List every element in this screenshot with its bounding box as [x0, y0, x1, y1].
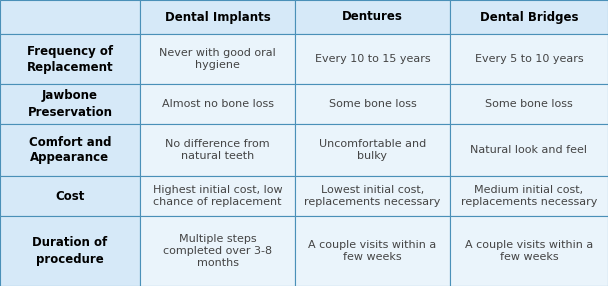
- Bar: [295, 0, 450, 34]
- Bar: [140, 216, 295, 286]
- Text: Never with good oral
hygiene: Never with good oral hygiene: [159, 48, 276, 70]
- Bar: [450, 0, 608, 34]
- Text: Natural look and feel: Natural look and feel: [471, 145, 587, 155]
- Text: Dental Implants: Dental Implants: [165, 11, 271, 23]
- Bar: [295, 34, 450, 84]
- Text: Some bone loss: Some bone loss: [485, 99, 573, 109]
- Bar: [0, 124, 140, 176]
- Bar: [0, 34, 140, 84]
- Text: Dentures: Dentures: [342, 11, 403, 23]
- Bar: [450, 176, 608, 216]
- Text: A couple visits within a
few weeks: A couple visits within a few weeks: [308, 240, 437, 262]
- Bar: [450, 124, 608, 176]
- Text: Almost no bone loss: Almost no bone loss: [162, 99, 274, 109]
- Bar: [450, 34, 608, 84]
- Text: Jawbone
Preservation: Jawbone Preservation: [27, 90, 112, 118]
- Text: Multiple steps
completed over 3-8
months: Multiple steps completed over 3-8 months: [163, 234, 272, 268]
- Text: Some bone loss: Some bone loss: [329, 99, 416, 109]
- Text: Comfort and
Appearance: Comfort and Appearance: [29, 136, 111, 164]
- Bar: [0, 216, 140, 286]
- Bar: [140, 0, 295, 34]
- Bar: [140, 124, 295, 176]
- Text: Cost: Cost: [55, 190, 85, 202]
- Bar: [295, 176, 450, 216]
- Bar: [0, 0, 140, 34]
- Bar: [140, 34, 295, 84]
- Bar: [295, 216, 450, 286]
- Bar: [0, 84, 140, 124]
- Text: Duration of
procedure: Duration of procedure: [32, 237, 108, 265]
- Text: Frequency of
Replacement: Frequency of Replacement: [27, 45, 113, 74]
- Text: Uncomfortable and
bulky: Uncomfortable and bulky: [319, 139, 426, 161]
- Bar: [450, 216, 608, 286]
- Text: Every 10 to 15 years: Every 10 to 15 years: [315, 54, 430, 64]
- Bar: [140, 176, 295, 216]
- Bar: [450, 84, 608, 124]
- Text: Lowest initial cost,
replacements necessary: Lowest initial cost, replacements necess…: [305, 185, 441, 207]
- Text: Highest initial cost, low
chance of replacement: Highest initial cost, low chance of repl…: [153, 185, 282, 207]
- Bar: [140, 84, 295, 124]
- Text: No difference from
natural teeth: No difference from natural teeth: [165, 139, 270, 161]
- Bar: [295, 124, 450, 176]
- Text: Medium initial cost,
replacements necessary: Medium initial cost, replacements necess…: [461, 185, 597, 207]
- Bar: [0, 176, 140, 216]
- Text: Every 5 to 10 years: Every 5 to 10 years: [475, 54, 583, 64]
- Bar: [295, 84, 450, 124]
- Text: Dental Bridges: Dental Bridges: [480, 11, 578, 23]
- Text: A couple visits within a
few weeks: A couple visits within a few weeks: [465, 240, 593, 262]
